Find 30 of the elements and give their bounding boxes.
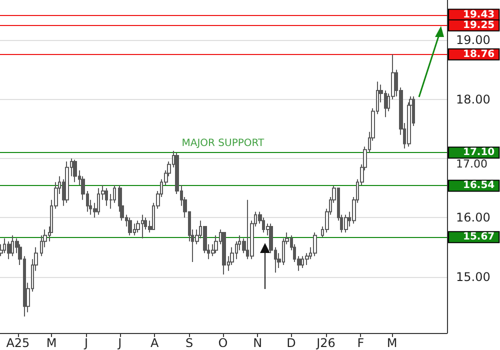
candlestick	[344, 214, 348, 233]
y-tick-label: 17.00	[456, 158, 488, 171]
ref-line-label: 15.67	[463, 232, 495, 243]
ref-line-label: 16.54	[463, 180, 495, 192]
y-tick-label: 18.00	[456, 92, 490, 106]
x-tick-label: D	[286, 336, 296, 350]
x-tick-label: S	[186, 336, 194, 350]
y-tick-label: 19.00	[456, 33, 490, 48]
x-tick-label: N	[253, 336, 262, 350]
x-tick-label: O	[218, 336, 228, 350]
candlestick	[65, 160, 69, 204]
y-tick-label: 15.00	[456, 270, 490, 284]
y-tick-label: 16.00	[456, 210, 490, 225]
annotation: MAJOR SUPPORT	[182, 138, 266, 150]
x-tick-label: A	[150, 336, 160, 350]
candlestick	[128, 217, 132, 236]
ref-line-label: 19.43	[463, 9, 495, 20]
x-tick-label: A25	[6, 336, 30, 350]
x-tick-label: J	[83, 336, 88, 350]
candlestick	[313, 232, 317, 257]
x-tick-label: J	[117, 336, 122, 350]
x-tick-label: F	[357, 336, 364, 350]
candlestick	[222, 232, 226, 275]
candlestick	[73, 159, 77, 183]
ref-line-label: 17.10	[463, 147, 495, 158]
x-tick-label: J26	[316, 336, 336, 350]
x-tick-label: M	[46, 336, 57, 350]
ref-line-label: 18.76	[463, 48, 495, 60]
x-tick-label: M	[386, 336, 398, 350]
ref-line-label: 19.25	[463, 20, 495, 31]
